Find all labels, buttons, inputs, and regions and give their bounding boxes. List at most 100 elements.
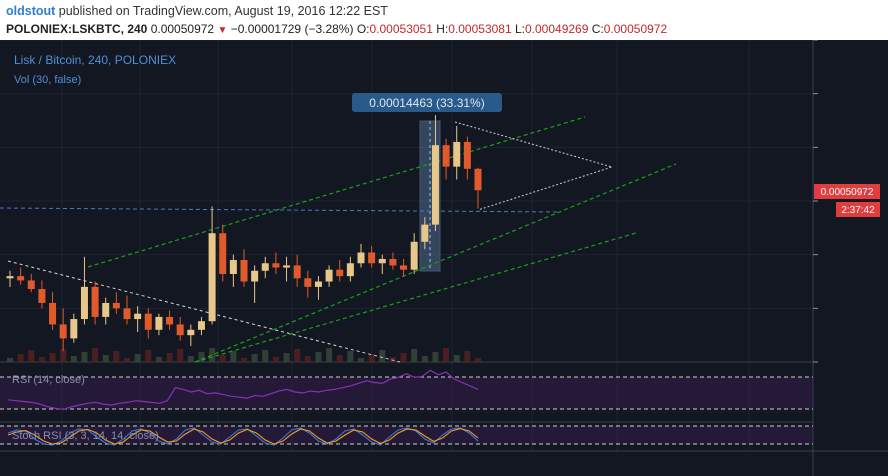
triangle-pattern[interactable] — [454, 121, 614, 211]
candle-body — [314, 281, 322, 287]
candle-body — [17, 276, 25, 281]
candle-body — [80, 286, 88, 320]
stoch-band — [0, 426, 813, 444]
candle-body — [134, 313, 142, 320]
horizontal-ray[interactable] — [0, 207, 561, 213]
candle-body — [453, 141, 461, 167]
candle-body — [197, 321, 205, 330]
candle-body — [240, 260, 248, 282]
volume-bar — [453, 355, 460, 362]
candle-body — [272, 263, 280, 268]
volume-bar — [432, 352, 439, 362]
rsi-legend[interactable]: RSI (14, close) — [12, 374, 85, 386]
countdown-tag — [836, 202, 880, 217]
candle-body — [59, 324, 67, 339]
volume-bar — [17, 354, 24, 362]
candle-body — [112, 302, 120, 309]
volume-bar — [219, 355, 226, 362]
volume-bar — [7, 358, 13, 362]
volume-bar — [241, 358, 247, 362]
publish-line: oldstout published on TradingView.com, A… — [6, 4, 388, 18]
candle-body — [27, 280, 35, 290]
candle-body — [368, 252, 376, 264]
candle-body — [261, 263, 269, 271]
volume-bar — [304, 356, 311, 362]
candle-body — [187, 329, 195, 336]
volume-bar — [209, 348, 216, 362]
volume-bar — [336, 355, 343, 362]
symbol-label: POLONIEX:LSKBTC, 240 — [6, 22, 148, 36]
candle-body — [70, 319, 78, 339]
countdown-tag-text: 2:37:42 — [841, 205, 875, 216]
candle-body — [346, 263, 354, 277]
volume-bars — [7, 348, 481, 362]
last-price: 0.00050972 — [150, 22, 215, 36]
candle-body — [155, 316, 163, 330]
price-axis[interactable] — [813, 40, 818, 363]
symbol-legend[interactable]: Lisk / Bitcoin, 240, POLONIEX — [14, 53, 176, 67]
candle-body — [166, 316, 174, 325]
volume-legend[interactable]: Vol (30, false) — [14, 74, 81, 86]
candle-body — [251, 270, 259, 282]
candle-body — [400, 265, 408, 270]
volume-bar — [443, 348, 450, 362]
open-label: O: — [356, 22, 370, 36]
candle-body — [304, 278, 312, 287]
chart-header: oldstout published on TradingView.com, A… — [0, 0, 888, 41]
candle-body — [6, 276, 14, 279]
volume-bar — [251, 354, 258, 362]
candle-body — [442, 145, 450, 167]
last-price-tag — [814, 184, 880, 199]
channel-upper-line[interactable] — [87, 116, 586, 268]
close-label: C: — [591, 22, 604, 36]
stoch-d-line — [7, 428, 479, 445]
candle-body — [293, 265, 301, 279]
volume-bar — [38, 357, 45, 362]
high-value: 0.00053081 — [448, 22, 512, 36]
volume-bar — [368, 354, 375, 362]
candle-body — [38, 289, 46, 303]
volume-bar — [28, 350, 35, 362]
volume-bar — [155, 357, 162, 362]
quote-line: POLONIEX:LSKBTC, 240 0.00050972 ▼ −0.000… — [6, 22, 667, 36]
candle-body — [91, 286, 99, 317]
low-value: 0.00049269 — [525, 22, 589, 36]
candle-body — [144, 313, 152, 330]
rsi-line — [7, 369, 479, 410]
volume-bar — [464, 351, 471, 362]
volume-bar — [411, 349, 418, 362]
candle-body — [336, 269, 344, 277]
candle-body — [208, 233, 216, 322]
channel-middle-line[interactable] — [194, 163, 677, 363]
measure-label-box — [352, 93, 502, 112]
candle-body — [410, 241, 418, 270]
chart-canvas[interactable]: 0.00014463 (33.31%) Lisk / Bitcoin, 240,… — [0, 40, 888, 476]
volume-bar — [145, 350, 152, 362]
candle-body — [176, 324, 184, 336]
candle-body — [431, 145, 439, 225]
stoch-legend[interactable]: Stoch RSI (3, 3, 14, 14, close) — [12, 430, 159, 442]
volume-bar — [177, 349, 184, 362]
candle-body — [219, 233, 227, 274]
last-price-tag-text: 0.00050972 — [821, 187, 874, 198]
volume-bar — [166, 353, 173, 362]
candle-body — [123, 308, 131, 320]
volume-bar — [283, 353, 290, 362]
down-arrow-icon: ▼ — [217, 25, 228, 36]
volume-bar — [262, 350, 269, 362]
candlesticks — [6, 115, 482, 352]
volume-bar — [60, 349, 67, 362]
candle-body — [474, 168, 482, 191]
volume-bar — [379, 350, 386, 362]
low-label: L: — [514, 22, 525, 36]
author-link[interactable]: oldstout — [6, 4, 56, 18]
volume-bar — [400, 353, 407, 362]
candle-body — [357, 252, 365, 264]
volume-bar — [70, 356, 77, 362]
volume-bar — [294, 349, 301, 362]
volume-bar — [49, 353, 56, 362]
downtrend-line[interactable] — [7, 260, 401, 363]
candle-body — [229, 260, 237, 274]
volume-bar — [187, 356, 194, 362]
candle-body — [421, 224, 429, 242]
